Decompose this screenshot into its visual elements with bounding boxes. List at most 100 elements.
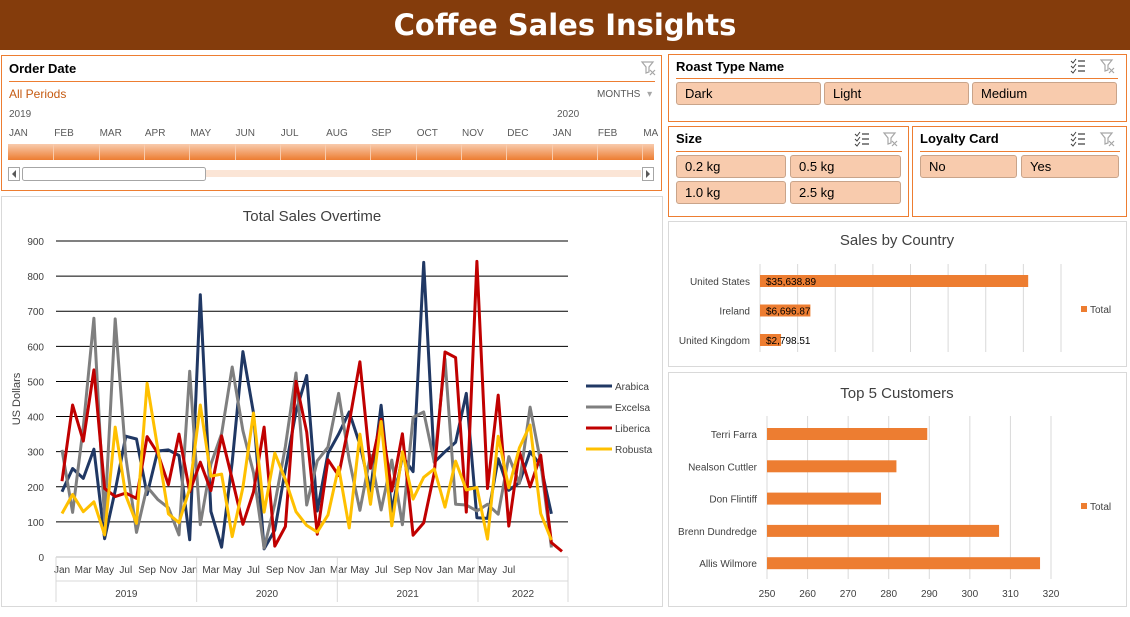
x-tick-label: 260 <box>799 589 816 600</box>
clear-filter-icon[interactable] <box>1099 131 1115 147</box>
loyalty-slicer-title: Loyalty Card <box>920 131 999 146</box>
size-option-0-2kg[interactable]: 0.2 kg <box>676 155 786 178</box>
month-label[interactable]: MA <box>643 128 659 139</box>
size-slicer-title: Size <box>676 131 703 146</box>
month-label[interactable]: MAR <box>99 128 122 139</box>
bar <box>760 304 811 317</box>
x-tick-label: 270 <box>840 589 857 600</box>
multi-select-icon[interactable] <box>854 131 870 147</box>
y-axis-label: US Dollars <box>11 372 23 425</box>
roast-option-light[interactable]: Light <box>824 82 969 105</box>
loyalty-option-no[interactable]: No <box>920 155 1017 178</box>
month-label[interactable]: JAN <box>9 128 28 139</box>
legend-label: Total <box>1090 305 1111 316</box>
month-label[interactable]: FEB <box>54 128 74 139</box>
x-tick-label: Sep <box>138 565 156 576</box>
clear-filter-icon[interactable] <box>1099 58 1115 74</box>
month-label[interactable]: JUL <box>280 128 299 139</box>
x-tick-label: 320 <box>1043 589 1060 600</box>
clear-filter-icon[interactable] <box>882 131 898 147</box>
month-divider <box>143 144 145 160</box>
bar <box>767 557 1041 570</box>
legend-label: Excelsa <box>615 403 650 414</box>
x-tick-label: Sep <box>266 565 284 576</box>
size-option-2-5kg[interactable]: 2.5 kg <box>790 181 901 204</box>
size-option-0-5kg[interactable]: 0.5 kg <box>790 155 901 178</box>
line-chart-svg: Total Sales Overtime 0 100 200 300 400 500 600 7… <box>11 208 653 602</box>
y-tick-label: 900 <box>27 237 44 248</box>
x-tick-label: Jul <box>247 565 260 576</box>
timeline-scrollbar[interactable] <box>8 167 654 181</box>
dashboard-title: Coffee Sales Insights <box>393 8 737 42</box>
x-tick-label: Jul <box>375 565 388 576</box>
x-tick-label: May <box>95 565 114 576</box>
chevron-down-icon: ▾ <box>647 89 653 100</box>
size-slicer: Size 0.2 kg 0.5 kg 1.0 kg 2.5 kg <box>668 126 909 217</box>
roast-option-medium[interactable]: Medium <box>972 82 1117 105</box>
month-label[interactable]: MAY <box>190 128 212 139</box>
x-tick-label: Jan <box>182 565 198 576</box>
x-tick-label: Jul <box>119 565 132 576</box>
x-tick-label: Sep <box>394 565 412 576</box>
roast-type-slicer: Roast Type Name Dark Light Medium <box>668 54 1127 122</box>
granularity-dropdown[interactable]: MONTHS ▾ <box>597 89 652 100</box>
roast-option-dark[interactable]: Dark <box>676 82 821 105</box>
year-label: 2021 <box>397 589 420 600</box>
category-label: Terri Farra <box>711 430 758 441</box>
month-divider <box>325 144 327 160</box>
month-label[interactable]: SEP <box>371 128 392 139</box>
month-label[interactable]: APR <box>144 128 166 139</box>
x-tick-label: Mar <box>75 565 93 576</box>
x-tick-label: Jan <box>54 565 70 576</box>
category-label: United States <box>690 277 750 288</box>
x-tick-label: 280 <box>880 589 897 600</box>
month-divider <box>189 144 191 160</box>
month-divider <box>234 144 236 160</box>
bar <box>767 492 882 505</box>
total-sales-chart[interactable]: Total Sales Overtime 0 100 200 300 400 500 600 7… <box>1 196 663 607</box>
month-label[interactable]: JAN <box>552 128 572 139</box>
x-tick-label: 250 <box>759 589 776 600</box>
bar <box>767 460 897 473</box>
year-label: 2022 <box>512 589 535 600</box>
multi-select-icon[interactable] <box>1070 58 1086 74</box>
sales-by-country-chart[interactable]: Sales by Country United States $35,638.89 I… <box>668 221 1127 367</box>
month-label[interactable]: JUN <box>235 128 255 139</box>
y-tick-label: 500 <box>27 377 44 388</box>
timeline-bar[interactable] <box>8 144 654 160</box>
title-divider <box>676 78 1118 79</box>
legend-swatch <box>1081 306 1087 312</box>
top-customers-chart[interactable]: Top 5 Customers 250 260 270 280 290 300 310 320 T… <box>668 372 1127 607</box>
category-label: Brenn Dundredge <box>678 527 757 538</box>
month-divider <box>279 144 281 160</box>
y-tick-label: 100 <box>27 518 44 529</box>
month-label[interactable]: DEC <box>507 128 529 139</box>
month-divider <box>53 144 55 160</box>
size-option-1-0kg[interactable]: 1.0 kg <box>676 181 786 204</box>
x-tick-label: Nov <box>415 565 433 576</box>
x-tick-label: May <box>350 565 369 576</box>
year-label: 2019 <box>9 109 32 120</box>
category-label: Ireland <box>719 307 750 318</box>
month-label[interactable]: NOV <box>462 128 484 139</box>
customer-chart-svg: Top 5 Customers 250 260 270 280 290 300 310 320 T… <box>678 385 1111 600</box>
month-label[interactable]: AUG <box>326 128 348 139</box>
multi-select-icon[interactable] <box>1070 131 1086 147</box>
month-label[interactable]: OCT <box>416 128 438 139</box>
month-divider <box>461 144 462 160</box>
month-label[interactable]: FEB <box>597 128 618 139</box>
loyalty-option-yes[interactable]: Yes <box>1021 155 1119 178</box>
category-label: United Kingdom <box>679 336 750 347</box>
chart-title: Sales by Country <box>840 232 955 249</box>
series-line-excelsa <box>60 316 553 550</box>
legend-label: Arabica <box>615 382 649 393</box>
bar <box>760 334 782 346</box>
year-label: 2019 <box>115 589 138 600</box>
legend-label: Total <box>1090 502 1111 513</box>
clear-filter-icon[interactable] <box>640 60 656 76</box>
x-tick-label: 300 <box>962 589 979 600</box>
y-tick-label: 400 <box>27 413 44 424</box>
x-tick-label: Mar <box>202 565 220 576</box>
y-tick-label: 700 <box>27 307 44 318</box>
month-divider <box>551 144 553 160</box>
